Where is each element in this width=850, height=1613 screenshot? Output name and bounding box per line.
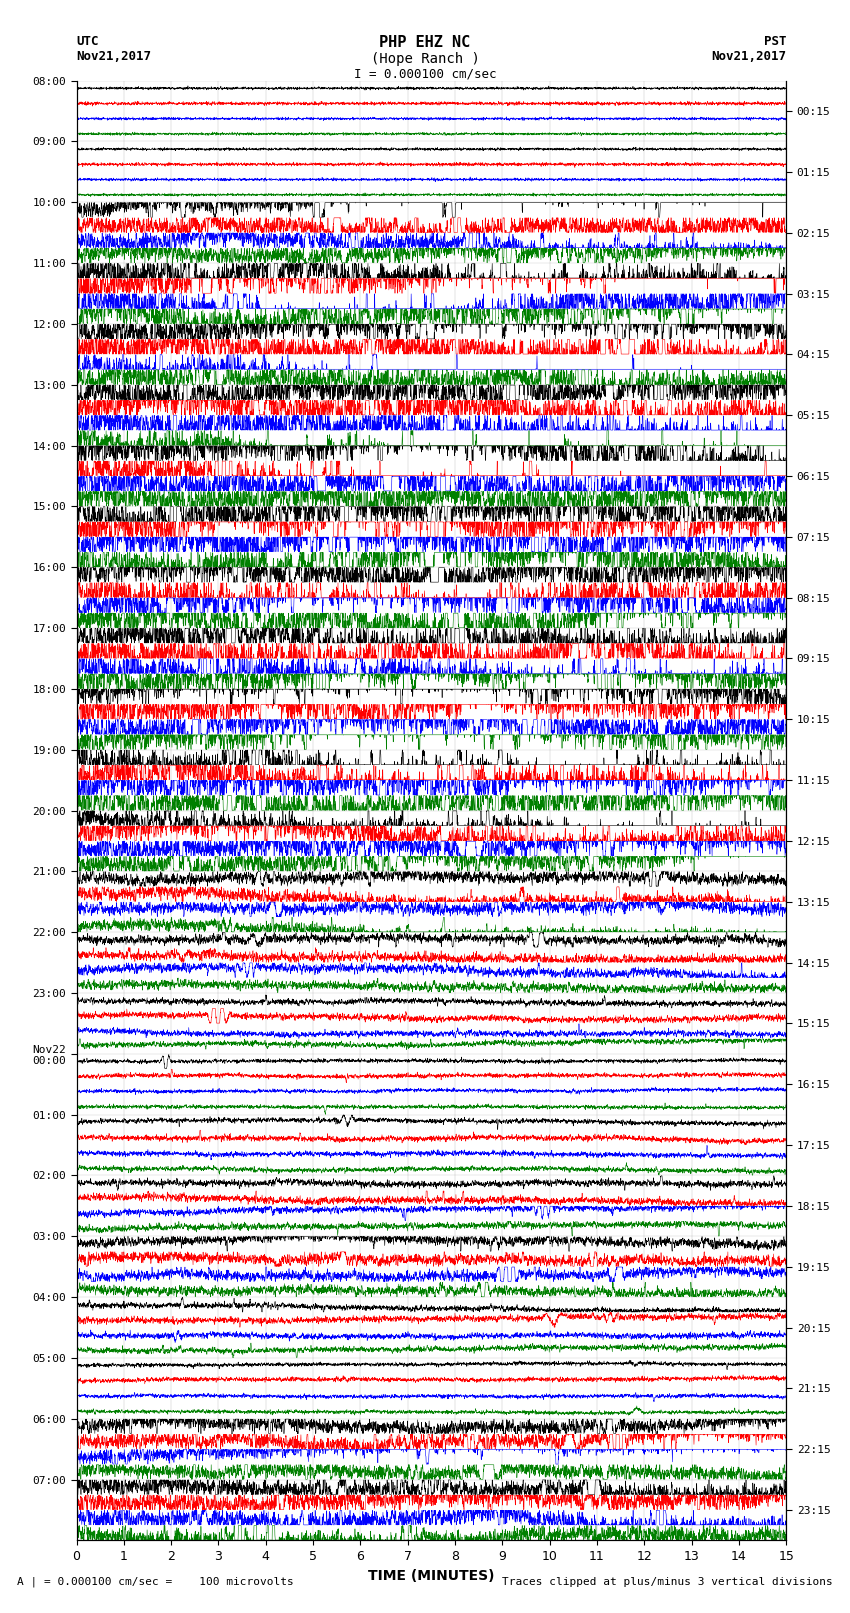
Text: (Hope Ranch ): (Hope Ranch ) (371, 52, 479, 66)
Text: A | = 0.000100 cm/sec =    100 microvolts: A | = 0.000100 cm/sec = 100 microvolts (17, 1576, 294, 1587)
Text: Traces clipped at plus/minus 3 vertical divisions: Traces clipped at plus/minus 3 vertical … (502, 1578, 833, 1587)
Text: UTC: UTC (76, 35, 99, 48)
Text: PHP EHZ NC: PHP EHZ NC (379, 35, 471, 50)
Text: Nov21,2017: Nov21,2017 (711, 50, 786, 63)
Text: I = 0.000100 cm/sec: I = 0.000100 cm/sec (354, 68, 496, 81)
Text: PST: PST (764, 35, 786, 48)
X-axis label: TIME (MINUTES): TIME (MINUTES) (368, 1569, 495, 1582)
Text: Nov21,2017: Nov21,2017 (76, 50, 151, 63)
